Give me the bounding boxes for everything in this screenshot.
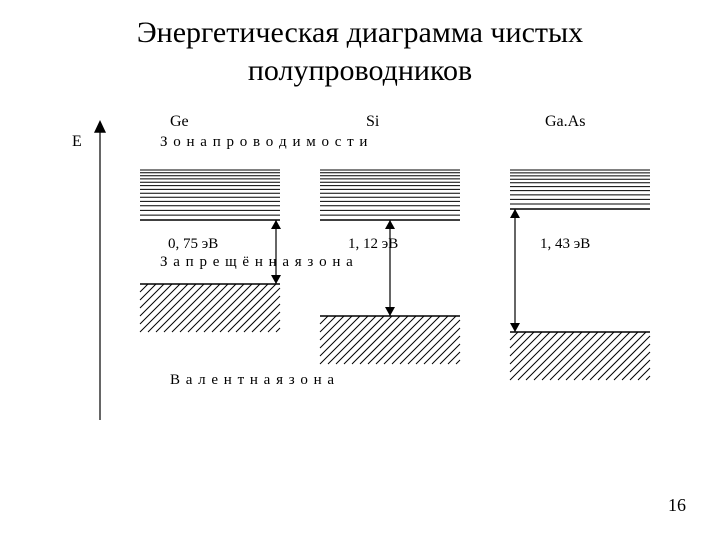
energy-band-diagram: E З о н а п р о в о д и м о с т и З а п р … xyxy=(60,110,680,440)
page-title: Энергетическая диаграмма чистых полупров… xyxy=(0,14,720,89)
zone-label-2: В а л е н т н а я з о н а xyxy=(170,372,335,388)
zone-label-0: З о н а п р о в о д и м о с т и xyxy=(160,134,368,150)
energy-axis-label: E xyxy=(72,133,82,150)
gap-label-Ga.As: 1, 43 эВ xyxy=(540,236,590,252)
title-line-2: полупроводников xyxy=(248,54,472,87)
slide: Энергетическая диаграмма чистых полупров… xyxy=(0,0,720,540)
material-label-Ge: Ge xyxy=(170,113,189,130)
material-label-Si: Si xyxy=(366,113,380,130)
gap-label-Si: 1, 12 эВ xyxy=(348,236,398,252)
slide-number: 16 xyxy=(668,495,686,516)
title-line-1: Энергетическая диаграмма чистых xyxy=(137,16,583,49)
material-label-Ga.As: Ga.As xyxy=(545,113,585,130)
zone-label-1: З а п р е щ ё н н а я з о н а xyxy=(160,254,354,270)
gap-label-Ge: 0, 75 эВ xyxy=(168,236,218,252)
